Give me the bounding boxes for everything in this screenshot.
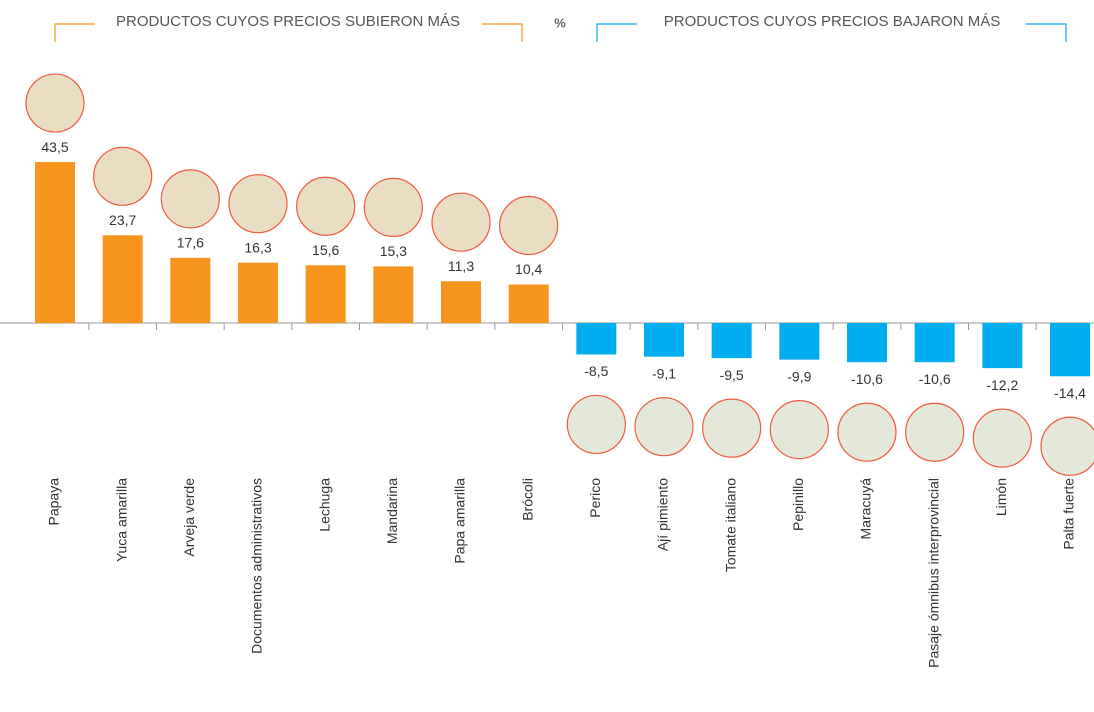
value-label: -9,9 xyxy=(787,368,811,384)
value-label: 16,3 xyxy=(244,239,271,255)
value-label: -10,6 xyxy=(851,371,883,387)
product-photo xyxy=(769,400,829,460)
x-tick-label: Pasaje ómnibus interprovincial xyxy=(925,478,941,668)
product-photo xyxy=(228,174,288,234)
bar xyxy=(644,323,684,357)
product-photo xyxy=(905,402,965,462)
x-tick-label: Limón xyxy=(993,478,1009,516)
value-label: -9,1 xyxy=(652,365,676,381)
x-tick-label: Pepinillo xyxy=(790,478,806,531)
value-label: -10,6 xyxy=(919,371,951,387)
bar xyxy=(441,281,481,323)
x-tick-label: Arveja verde xyxy=(181,478,197,557)
x-tick-label: Maracuyá xyxy=(858,478,874,540)
x-tick-label: Lechuga xyxy=(316,478,332,532)
bar xyxy=(576,323,617,355)
product-photo xyxy=(1040,416,1094,476)
value-label: -14,4 xyxy=(1054,385,1086,401)
header-right-bracket xyxy=(596,23,1067,42)
x-tick-label: Documentos administrativos xyxy=(249,478,265,654)
product-photo xyxy=(160,169,220,229)
product-photo xyxy=(431,192,491,252)
x-tick-label: Palta fuerte xyxy=(1061,478,1077,550)
bar xyxy=(779,323,820,360)
bar xyxy=(305,265,346,323)
product-photo xyxy=(296,176,356,236)
bar xyxy=(847,323,887,363)
bar xyxy=(35,162,75,323)
x-tick-label: Tomate italiano xyxy=(722,478,738,572)
bar xyxy=(914,323,955,363)
bar xyxy=(508,284,549,323)
product-photo xyxy=(634,397,694,457)
bar xyxy=(102,235,143,323)
x-tick-label: Yuca amarilla xyxy=(113,478,129,562)
header-right: PRODUCTOS CUYOS PRECIOS BAJARON MÁS xyxy=(664,13,1000,30)
product-photo xyxy=(499,195,559,256)
value-label: 11,3 xyxy=(448,258,474,274)
header-left: PRODUCTOS CUYOS PRECIOS SUBIERON MÁS xyxy=(116,13,460,30)
bar xyxy=(982,323,1023,369)
x-tick-label: Ají pimiento xyxy=(655,478,671,551)
value-label: 17,6 xyxy=(177,235,204,251)
value-label: 10,4 xyxy=(515,261,542,277)
product-photo xyxy=(566,394,626,455)
bar xyxy=(238,262,278,323)
x-tick-label: Brócoli xyxy=(519,478,535,521)
product-photo xyxy=(972,408,1032,468)
bar xyxy=(711,323,752,359)
value-label: -9,5 xyxy=(720,367,744,383)
product-photo xyxy=(837,402,897,462)
bar xyxy=(373,266,414,323)
x-tick-label: Perico xyxy=(587,478,603,518)
unit: % xyxy=(554,15,566,30)
header-left-bracket xyxy=(54,23,523,42)
product-photo xyxy=(702,398,762,458)
product-photo xyxy=(363,177,423,237)
value-label: -8,5 xyxy=(584,363,608,379)
bar xyxy=(1050,323,1090,377)
x-tick-label: Mandarina xyxy=(384,478,400,544)
value-label: 23,7 xyxy=(109,212,136,228)
x-tick-label: Papaya xyxy=(46,478,62,526)
bar xyxy=(170,257,211,323)
x-tick-label: Papa amarilla xyxy=(452,478,468,564)
value-label: -12,2 xyxy=(986,377,1018,393)
value-label: 15,6 xyxy=(312,242,339,258)
product-photo xyxy=(25,73,85,133)
value-label: 15,3 xyxy=(380,243,407,259)
product-photo xyxy=(93,146,153,206)
value-label: 43,5 xyxy=(41,139,68,155)
